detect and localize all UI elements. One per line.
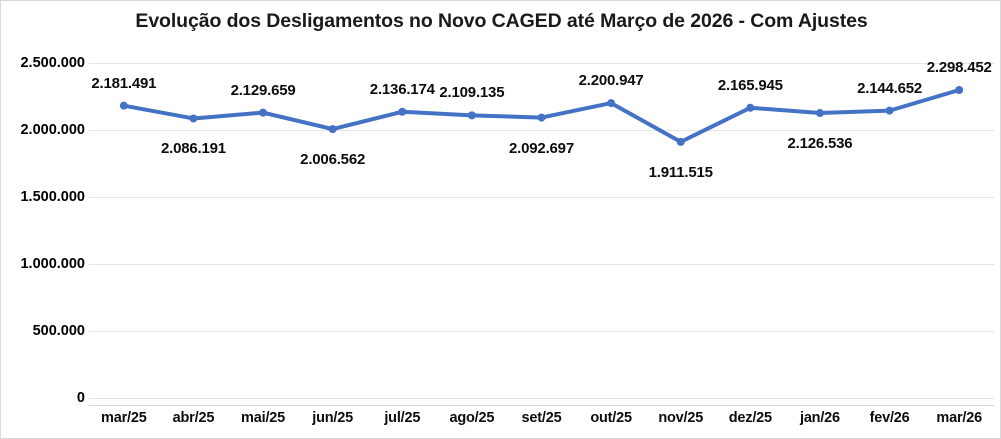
data-point-marker	[259, 108, 268, 117]
y-axis-tick-label: 2.500.000	[20, 55, 85, 71]
data-point-marker	[746, 103, 755, 112]
x-axis-tick-label: mar/26	[936, 410, 982, 426]
y-axis-tick-label: 1.000.000	[20, 256, 85, 272]
data-point-label: 2.126.536	[787, 135, 853, 153]
gridline	[89, 331, 994, 332]
data-point-label: 2.200.947	[578, 72, 644, 90]
data-point-label: 2.165.945	[717, 76, 783, 94]
data-point-label: 2.129.659	[230, 81, 296, 99]
y-axis-tick-label: 0	[76, 390, 85, 406]
x-axis-tick-label: abr/25	[172, 410, 215, 426]
data-point-marker	[119, 101, 128, 110]
chart-title: Evolução dos Desligamentos no Novo CAGED…	[135, 10, 868, 32]
y-axis-tick-label: 2.000.000	[20, 122, 85, 138]
x-axis-tick-label: ago/25	[449, 410, 495, 426]
data-point-label: 2.144.652	[857, 79, 923, 97]
data-point-marker	[815, 109, 824, 118]
data-point-label: 2.086.191	[160, 140, 226, 158]
data-point-label: 2.006.562	[300, 151, 366, 169]
data-point-marker	[885, 106, 894, 115]
data-point-marker	[398, 107, 407, 116]
data-point-label: 2.298.452	[926, 59, 992, 76]
data-point-marker	[955, 86, 964, 95]
x-axis-tick-label: jul/25	[384, 410, 421, 426]
x-axis-tick-label: mai/25	[241, 410, 286, 426]
x-axis-tick-label: fev/26	[869, 410, 910, 426]
data-point-marker	[467, 111, 476, 120]
x-axis-tick-label: set/25	[521, 410, 562, 426]
x-axis-tick-label: jan/26	[799, 410, 840, 426]
gridline	[89, 197, 994, 198]
data-point-label: 2.136.174	[369, 80, 435, 98]
x-axis-tick-label: jun/25	[312, 410, 353, 426]
y-axis-labels: 2.500.000 2.000.000 1.500.000 1.000.000 500.…	[1, 55, 85, 406]
gridline	[89, 63, 994, 64]
data-point-marker	[328, 125, 337, 134]
x-axis-line	[89, 405, 994, 406]
data-point-marker	[607, 99, 616, 108]
line-series	[119, 86, 964, 146]
gridline	[89, 264, 994, 265]
gridline	[89, 398, 994, 399]
x-axis-labels: mar/25 abr/25 mai/25 jun/25 jul/25 ago/25 set/…	[89, 410, 994, 434]
data-point-label: 2.181.491	[91, 74, 157, 92]
plot-area	[89, 63, 994, 399]
x-axis-tick-label: mar/25	[101, 410, 147, 426]
x-axis-tick-label: nov/25	[658, 410, 704, 426]
y-axis-tick-label: 1.500.000	[20, 189, 85, 205]
x-axis-tick-label: out/25	[590, 410, 632, 426]
data-point-label: 2.092.697	[509, 139, 574, 157]
gridline	[89, 130, 994, 131]
data-point-marker	[676, 137, 685, 146]
data-point-label: 1.911.515	[648, 163, 713, 181]
data-point-marker	[189, 114, 198, 123]
data-point-marker	[537, 113, 546, 122]
x-axis-tick-label: dez/25	[728, 410, 772, 426]
data-point-label: 2.109.135	[439, 84, 505, 102]
y-axis-tick-label: 500.000	[32, 323, 85, 339]
